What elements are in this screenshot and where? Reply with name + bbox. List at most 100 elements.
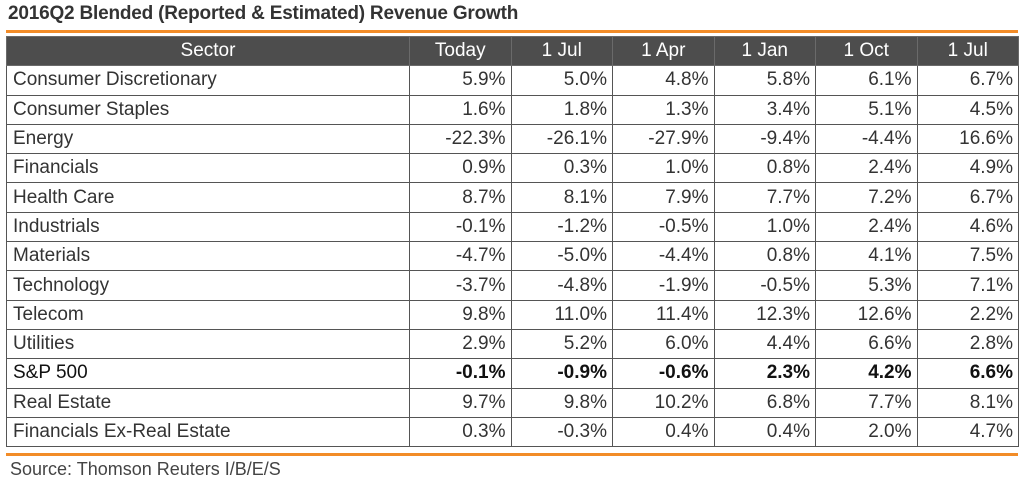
value-cell: -0.6% [612, 358, 715, 389]
value-cell: 0.9% [409, 153, 512, 184]
value-cell: 6.7% [916, 182, 1019, 213]
value-cell: 0.3% [409, 416, 512, 448]
value-cell: 9.8% [409, 299, 512, 330]
column-header-1-jul: 1 Jul [510, 35, 613, 67]
table-row: Real Estate 9.7% 9.8% 10.2% 6.8% 7.7% 8.1% [6, 387, 1019, 418]
value-cell: 2.9% [409, 328, 512, 360]
value-cell: 7.1% [916, 270, 1019, 301]
value-cell: -1.2% [510, 211, 613, 243]
table-header-row: Sector Today 1 Jul 1 Apr 1 Jan 1 Oct 1 J… [6, 35, 1019, 67]
sector-cell: Technology [6, 270, 410, 301]
value-cell: 6.6% [815, 328, 918, 360]
value-cell: -0.5% [612, 211, 715, 243]
value-cell: 1.0% [713, 211, 816, 243]
value-cell: 4.2% [815, 358, 918, 389]
value-cell: 10.2% [612, 387, 715, 418]
value-cell: 7.2% [815, 182, 918, 213]
value-cell: 7.5% [916, 241, 1019, 272]
value-cell: 2.0% [815, 416, 918, 448]
table-row: Financials 0.9% 0.3% 1.0% 0.8% 2.4% 4.9% [6, 153, 1019, 184]
sector-cell: Energy [6, 123, 410, 155]
table-row: Utilities 2.9% 5.2% 6.0% 4.4% 6.6% 2.8% [6, 328, 1019, 360]
sector-cell: Consumer Staples [6, 94, 410, 125]
column-header-1-oct: 1 Oct [815, 35, 918, 67]
sector-cell: Telecom [6, 299, 410, 330]
value-cell: 1.3% [612, 94, 715, 125]
value-cell: 7.7% [815, 387, 918, 418]
sector-cell: Financials Ex-Real Estate [6, 416, 410, 448]
value-cell: 4.8% [612, 65, 715, 96]
top-accent-rule [6, 30, 1018, 33]
table-row: Technology -3.7% -4.8% -1.9% -0.5% 5.3% 7.1% [6, 270, 1019, 301]
value-cell: 6.6% [916, 358, 1019, 389]
table-title: 2016Q2 Blended (Reported & Estimated) Re… [8, 3, 519, 24]
table-row: Consumer Discretionary 5.9% 5.0% 4.8% 5.8% 6.… [6, 65, 1019, 96]
sector-cell: Materials [6, 241, 410, 272]
table-row: Telecom 9.8% 11.0% 11.4% 12.3% 12.6% 2.2% [6, 299, 1019, 330]
value-cell: 1.0% [612, 153, 715, 184]
value-cell: 0.8% [713, 241, 816, 272]
value-cell: 2.3% [713, 358, 816, 389]
value-cell: -0.5% [713, 270, 816, 301]
value-cell: -0.1% [409, 358, 512, 389]
value-cell: 2.2% [916, 299, 1019, 330]
value-cell: 5.9% [409, 65, 512, 96]
value-cell: -26.1% [510, 123, 613, 155]
sector-cell: Utilities [6, 328, 410, 360]
column-header-sector: Sector [6, 35, 410, 67]
value-cell: 6.0% [612, 328, 715, 360]
sector-cell: Industrials [6, 211, 410, 243]
value-cell: 0.8% [713, 153, 816, 184]
value-cell: 0.3% [510, 153, 613, 184]
value-cell: 6.1% [815, 65, 918, 96]
table-row: Energy -22.3% -26.1% -27.9% -9.4% -4.4% 16.6% [6, 123, 1019, 155]
value-cell: 5.0% [510, 65, 613, 96]
value-cell: 6.7% [916, 65, 1019, 96]
value-cell: 9.7% [409, 387, 512, 418]
value-cell: 1.6% [409, 94, 512, 125]
value-cell: 2.4% [815, 211, 918, 243]
value-cell: 16.6% [916, 123, 1019, 155]
sector-cell: Health Care [6, 182, 410, 213]
value-cell: -4.7% [409, 241, 512, 272]
value-cell: 5.3% [815, 270, 918, 301]
value-cell: -5.0% [510, 241, 613, 272]
value-cell: -4.8% [510, 270, 613, 301]
value-cell: -3.7% [409, 270, 512, 301]
value-cell: 4.7% [916, 416, 1019, 448]
value-cell: 4.6% [916, 211, 1019, 243]
value-cell: 8.1% [510, 182, 613, 213]
value-cell: 8.1% [916, 387, 1019, 418]
bottom-accent-rule [6, 453, 1018, 456]
value-cell: 3.4% [713, 94, 816, 125]
value-cell: 4.9% [916, 153, 1019, 184]
value-cell: -0.1% [409, 211, 512, 243]
table-row: S&P 500 -0.1% -0.9% -0.6% 2.3% 4.2% 6.6% [6, 358, 1019, 389]
column-header-today: Today [409, 35, 512, 67]
value-cell: 9.8% [510, 387, 613, 418]
table-row: Materials -4.7% -5.0% -4.4% 0.8% 4.1% 7.5% [6, 241, 1019, 272]
value-cell: 0.4% [713, 416, 816, 448]
value-cell: -0.3% [510, 416, 613, 448]
column-header-1-jan: 1 Jan [713, 35, 816, 67]
value-cell: 2.8% [916, 328, 1019, 360]
sector-cell: S&P 500 [6, 358, 410, 389]
value-cell: 11.0% [510, 299, 613, 330]
value-cell: -4.4% [612, 241, 715, 272]
value-cell: 4.1% [815, 241, 918, 272]
value-cell: -9.4% [713, 123, 816, 155]
value-cell: -22.3% [409, 123, 512, 155]
sector-cell: Financials [6, 153, 410, 184]
value-cell: 11.4% [612, 299, 715, 330]
value-cell: 7.9% [612, 182, 715, 213]
value-cell: -27.9% [612, 123, 715, 155]
sector-cell: Consumer Discretionary [6, 65, 410, 96]
value-cell: 2.4% [815, 153, 918, 184]
value-cell: -4.4% [815, 123, 918, 155]
value-cell: 12.3% [713, 299, 816, 330]
value-cell: 1.8% [510, 94, 613, 125]
table-body: Consumer Discretionary 5.9% 5.0% 4.8% 5.8% 6.… [6, 65, 1019, 448]
value-cell: 0.4% [612, 416, 715, 448]
source-note: Source: Thomson Reuters I/B/E/S [10, 459, 281, 479]
table-row: Financials Ex-Real Estate 0.3% -0.3% 0.4% 0.… [6, 416, 1019, 448]
